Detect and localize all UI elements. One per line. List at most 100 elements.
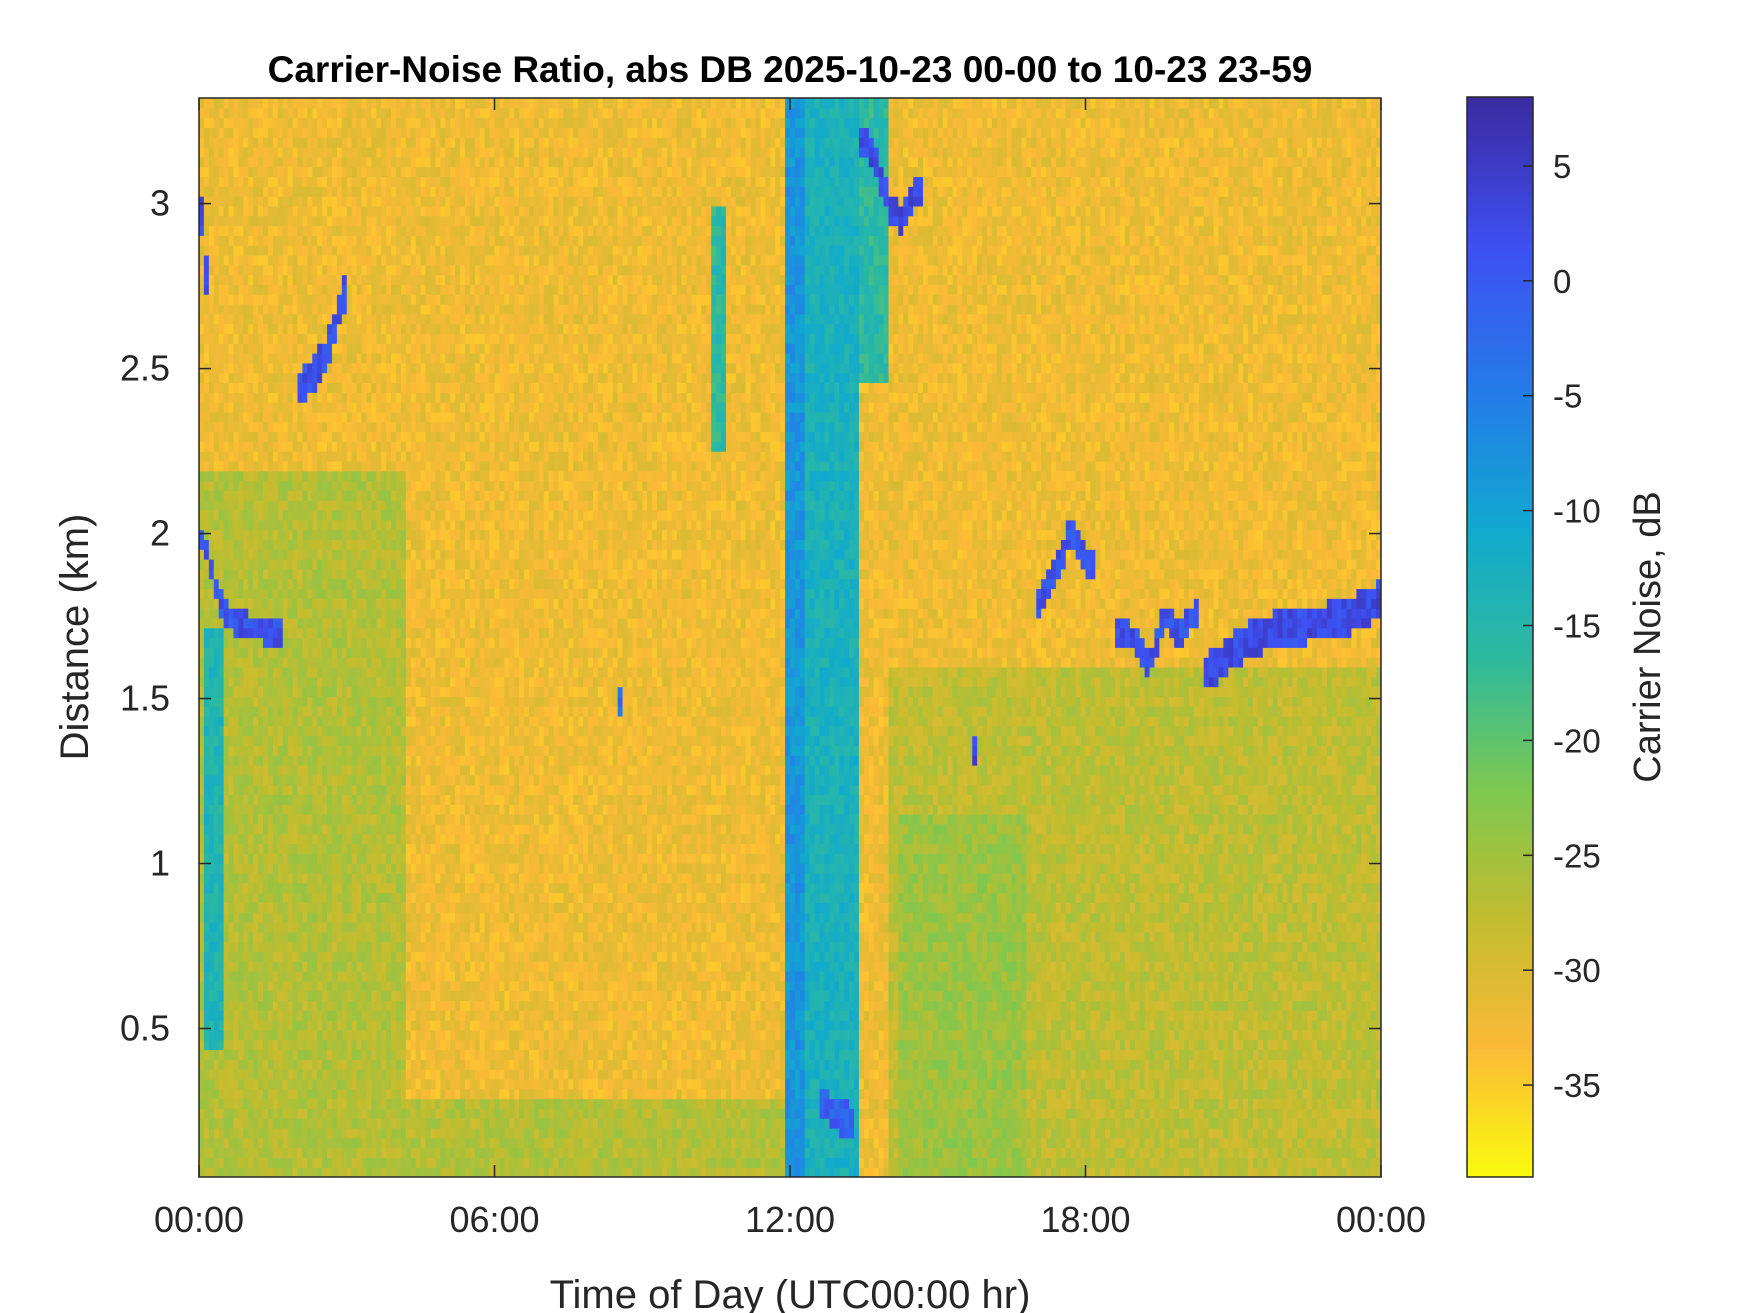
heatmap-cell [410, 254, 417, 266]
heatmap-cell [297, 323, 304, 335]
heatmap-cell [317, 147, 323, 158]
heatmap-cell [233, 529, 239, 541]
heatmap-cell [391, 961, 397, 972]
heatmap-cell [371, 166, 377, 178]
heatmap-cell [263, 441, 269, 452]
heatmap-cell [381, 490, 387, 501]
heatmap-cell [253, 274, 259, 285]
heatmap-cell [381, 912, 387, 923]
heatmap-cell [386, 853, 392, 864]
heatmap-cell [405, 1167, 412, 1177]
heatmap-cell [410, 529, 417, 541]
heatmap-cell [336, 303, 343, 315]
heatmap-cell [331, 451, 338, 462]
heatmap-cell [400, 872, 407, 884]
heatmap-cell [317, 627, 323, 639]
heatmap-cell [420, 745, 427, 756]
heatmap-cell [410, 392, 417, 403]
heatmap-cell [331, 176, 338, 187]
heatmap-cell [258, 176, 264, 187]
heatmap-cell [218, 362, 225, 374]
heatmap-cell [312, 186, 318, 197]
heatmap-cell [263, 323, 269, 335]
heatmap-cell [302, 176, 308, 187]
heatmap-cell [228, 863, 235, 874]
heatmap-cell [327, 1049, 333, 1060]
heatmap-cell [287, 519, 294, 531]
heatmap-cell [258, 411, 264, 423]
heatmap-cell [356, 784, 363, 796]
heatmap-cell [386, 303, 392, 315]
heatmap-cell [277, 1010, 284, 1021]
heatmap-cell [238, 686, 244, 697]
heatmap-cell [233, 755, 239, 766]
heatmap-cell [410, 441, 417, 452]
heatmap-cell [228, 568, 235, 580]
heatmap-cell [341, 1108, 348, 1119]
heatmap-cell [292, 843, 299, 854]
heatmap-cell [297, 666, 304, 678]
heatmap-cell [263, 245, 269, 256]
heatmap-cell [243, 460, 249, 472]
heatmap-cell [272, 1108, 279, 1119]
heatmap-cell [336, 274, 343, 285]
heatmap-cell [331, 637, 338, 648]
heatmap-cell [297, 745, 304, 756]
heatmap-cell [346, 470, 353, 482]
heatmap-cell [258, 1069, 264, 1080]
heatmap-cell [420, 892, 427, 903]
heatmap-cell [258, 853, 264, 864]
heatmap-cell [228, 147, 235, 158]
heatmap-cell [253, 1137, 259, 1149]
heatmap-cell [405, 107, 412, 119]
heatmap-cell [277, 814, 284, 825]
heatmap-cell [420, 794, 427, 805]
heatmap-cell [346, 627, 353, 639]
heatmap-cell [336, 627, 343, 639]
heatmap-cell [292, 1029, 299, 1041]
heatmap-cell [253, 1010, 259, 1021]
heatmap-cell [263, 372, 269, 384]
heatmap-cell [410, 686, 417, 697]
heatmap-cell [381, 1127, 387, 1139]
heatmap-cell [302, 676, 308, 688]
heatmap-cell [361, 1157, 368, 1168]
heatmap-cell [243, 872, 249, 884]
heatmap-cell [199, 382, 205, 393]
heatmap-cell [381, 578, 387, 590]
heatmap-cell [410, 127, 417, 138]
heatmap-cell [381, 666, 387, 678]
heatmap-cell [371, 98, 377, 109]
heatmap-cell [307, 196, 313, 207]
heatmap-cell [213, 735, 220, 746]
heatmap-cell [386, 107, 392, 119]
heatmap-cell [292, 755, 299, 766]
heatmap-cell [317, 1000, 323, 1011]
heatmap-cell [341, 588, 348, 599]
heatmap-cell [302, 794, 308, 805]
heatmap-cell [218, 313, 225, 325]
heatmap-cell [356, 529, 363, 541]
heatmap-cell [361, 1049, 368, 1060]
heatmap-cell [356, 971, 363, 982]
heatmap-cell [199, 588, 205, 599]
heatmap-cell [341, 1088, 348, 1100]
heatmap-cell [386, 980, 392, 992]
heatmap-cell [267, 470, 274, 482]
heatmap-cell [267, 647, 274, 658]
heatmap-cell [267, 951, 274, 962]
heatmap-cell [258, 362, 264, 374]
heatmap-cell [253, 1147, 259, 1158]
heatmap-cell [292, 814, 299, 825]
heatmap-cell [351, 98, 358, 109]
heatmap-cell [199, 990, 205, 1002]
heatmap-cell [391, 608, 397, 619]
heatmap-cell [381, 382, 387, 393]
heatmap-cell [307, 1000, 313, 1011]
heatmap-cell [322, 1157, 328, 1168]
heatmap-cell [282, 1039, 289, 1051]
heatmap-cell [366, 666, 372, 678]
heatmap-cell [263, 529, 269, 541]
heatmap-cell [243, 519, 249, 531]
heatmap-cell [238, 921, 244, 933]
